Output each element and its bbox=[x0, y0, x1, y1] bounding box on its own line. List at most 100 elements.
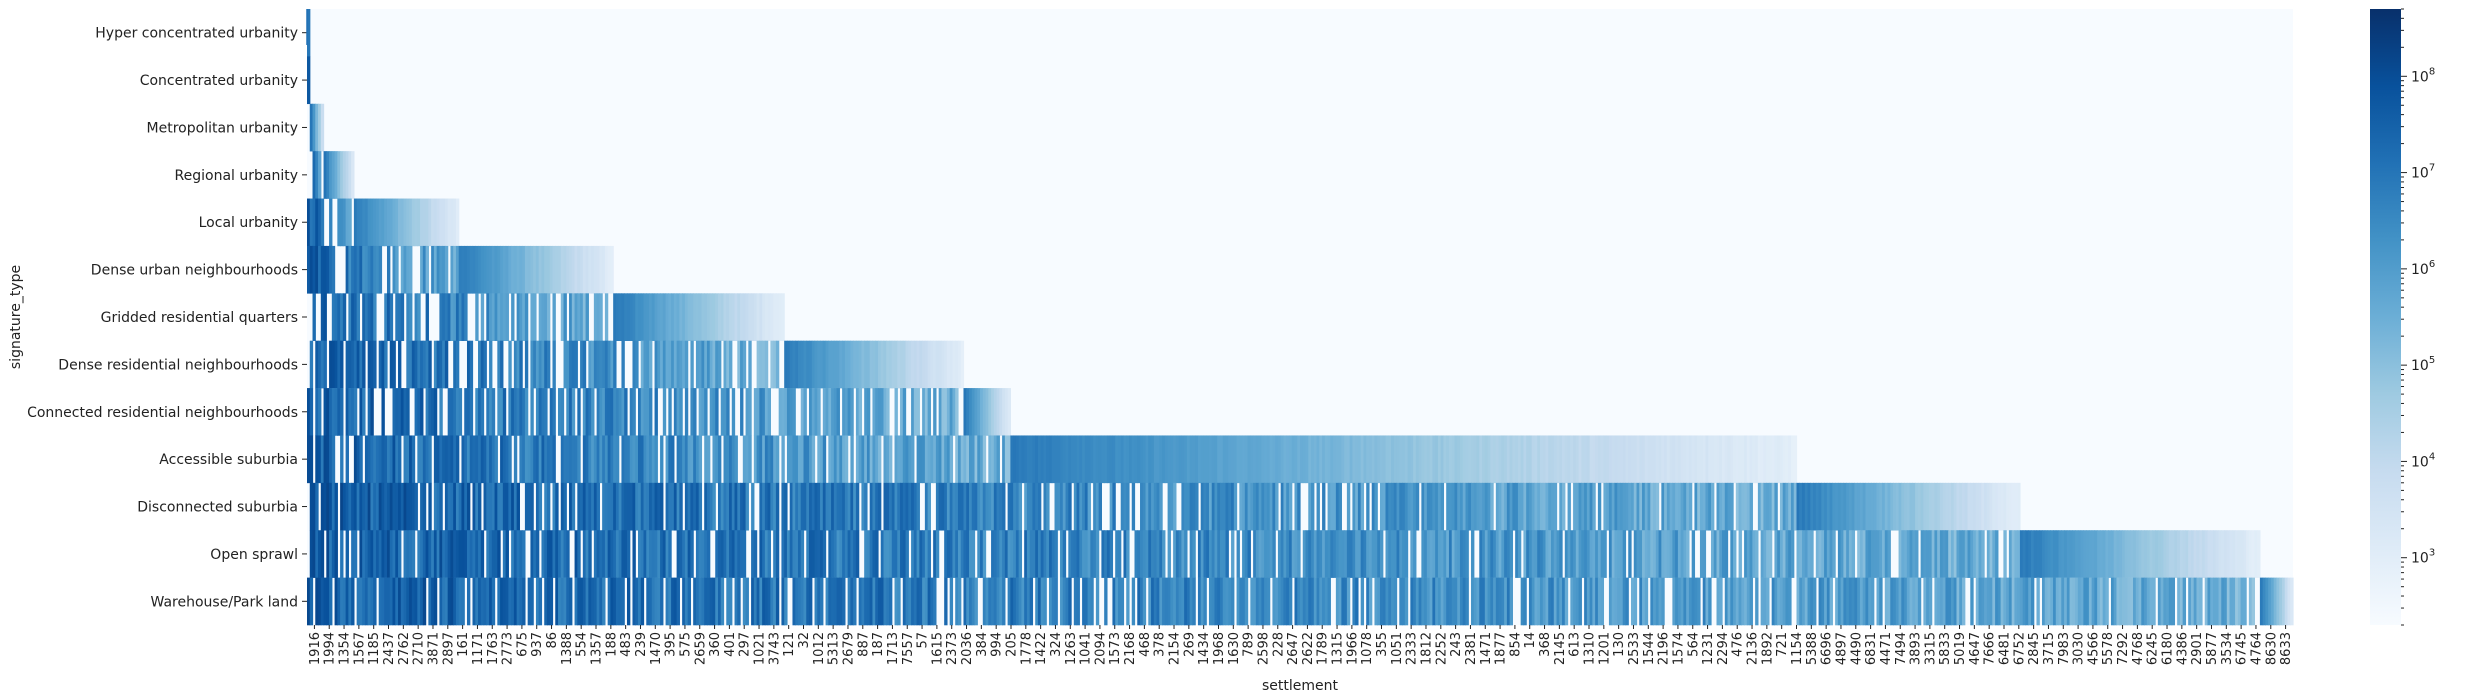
heatmap-cell bbox=[320, 435, 325, 484]
heatmap-cell bbox=[329, 245, 333, 294]
heatmap-cell bbox=[466, 530, 471, 578]
heatmap-cell bbox=[1967, 482, 1971, 531]
row-label: Open sprawl bbox=[210, 547, 298, 563]
heatmap-cell bbox=[1614, 577, 1618, 626]
heatmap-cell bbox=[1029, 482, 1034, 531]
heatmap-cell bbox=[1639, 435, 1643, 484]
heatmap-cell bbox=[1592, 482, 1596, 531]
heatmap-cell bbox=[602, 435, 606, 484]
heatmap-cell bbox=[406, 530, 410, 578]
heatmap-cell bbox=[817, 340, 821, 389]
heatmap-cell bbox=[1233, 435, 1238, 484]
heatmap-cell bbox=[307, 388, 311, 436]
heatmap-cell bbox=[999, 577, 1003, 626]
heatmap-cell bbox=[1619, 435, 1624, 484]
heatmap-cell bbox=[323, 482, 327, 531]
heatmap-cell bbox=[422, 577, 427, 626]
heatmap-cell bbox=[1636, 530, 1640, 578]
column-label: 468 bbox=[1138, 632, 1153, 657]
heatmap-cell bbox=[924, 482, 929, 531]
heatmap-cell bbox=[1443, 577, 1447, 626]
heatmap-cell bbox=[858, 577, 863, 626]
heatmap-cell bbox=[1142, 435, 1147, 484]
heatmap-cell bbox=[599, 435, 603, 484]
heatmap-cell bbox=[1846, 530, 1850, 578]
heatmap-cell bbox=[2168, 577, 2173, 626]
heatmap-cell bbox=[1730, 577, 1734, 626]
heatmap-cell bbox=[643, 388, 647, 436]
heatmap-cell bbox=[1487, 482, 1491, 531]
heatmap-cell bbox=[334, 340, 338, 389]
heatmap-cell bbox=[957, 577, 962, 626]
heatmap-cell bbox=[1846, 482, 1850, 531]
heatmap-cell bbox=[348, 198, 352, 247]
heatmap-cell bbox=[544, 482, 548, 531]
heatmap-cell bbox=[1032, 435, 1036, 484]
heatmap-cell bbox=[1253, 482, 1257, 531]
heatmap-cell bbox=[2097, 577, 2101, 626]
heatmap-cell bbox=[1564, 577, 1569, 626]
heatmap-cell bbox=[334, 482, 338, 531]
heatmap-cell bbox=[1208, 435, 1213, 484]
heatmap-cell bbox=[340, 530, 344, 578]
heatmap-cell bbox=[781, 388, 785, 436]
heatmap-cell bbox=[1123, 530, 1127, 578]
heatmap-cell bbox=[469, 340, 474, 389]
heatmap-cell bbox=[1746, 530, 1751, 578]
heatmap-cell bbox=[712, 388, 716, 436]
row-label: Gridded residential quarters bbox=[101, 310, 298, 326]
heatmap-cell bbox=[1584, 482, 1588, 531]
heatmap-cell bbox=[1741, 577, 1745, 626]
heatmap-cell bbox=[580, 577, 584, 626]
heatmap-cell bbox=[1446, 482, 1450, 531]
heatmap-cell bbox=[2113, 577, 2118, 626]
heatmap-cell bbox=[817, 482, 821, 531]
heatmap-cell bbox=[789, 482, 794, 531]
heatmap-cell bbox=[1691, 435, 1696, 484]
heatmap-cell bbox=[585, 482, 589, 531]
heatmap-cell bbox=[1545, 482, 1549, 531]
heatmap-cell bbox=[2025, 530, 2029, 578]
heatmap-cell bbox=[2102, 577, 2107, 626]
heatmap-cell bbox=[455, 388, 460, 436]
heatmap-cell bbox=[1893, 482, 1897, 531]
heatmap-cell bbox=[1578, 577, 1582, 626]
heatmap-cell bbox=[491, 388, 496, 436]
heatmap-cell bbox=[535, 435, 540, 484]
heatmap-cell bbox=[1942, 530, 1947, 578]
heatmap-cell bbox=[323, 245, 327, 294]
heatmap-cell bbox=[566, 245, 570, 294]
heatmap-cell bbox=[552, 530, 556, 578]
heatmap-cell bbox=[751, 577, 755, 626]
heatmap-cell bbox=[1846, 577, 1850, 626]
heatmap-cell bbox=[1037, 482, 1042, 531]
heatmap-cell bbox=[657, 482, 661, 531]
heatmap-cell bbox=[541, 388, 545, 436]
heatmap-cell bbox=[433, 245, 438, 294]
heatmap-cell bbox=[1159, 435, 1163, 484]
heatmap-cell bbox=[1410, 482, 1414, 531]
heatmap-cell bbox=[1603, 435, 1607, 484]
heatmap-cell bbox=[1203, 577, 1207, 626]
heatmap-cell bbox=[695, 482, 700, 531]
heatmap-cell bbox=[563, 435, 567, 484]
heatmap-cell bbox=[535, 577, 540, 626]
heatmap-cell bbox=[1517, 530, 1522, 578]
heatmap-cell bbox=[1531, 482, 1536, 531]
heatmap-cell bbox=[1242, 530, 1246, 578]
heatmap-cell bbox=[1109, 435, 1114, 484]
heatmap-cell bbox=[1796, 482, 1800, 531]
heatmap-cell bbox=[345, 340, 349, 389]
heatmap-cell bbox=[524, 340, 529, 389]
column-label: 1422 bbox=[1034, 632, 1049, 665]
heatmap-cell bbox=[720, 530, 725, 578]
heatmap-cell bbox=[916, 577, 920, 626]
heatmap-cell bbox=[1915, 577, 1919, 626]
heatmap-cell bbox=[740, 530, 744, 578]
heatmap-cell bbox=[571, 482, 576, 531]
heatmap-cell bbox=[342, 198, 347, 247]
heatmap-cell bbox=[1906, 530, 1911, 578]
heatmap-cell bbox=[1013, 577, 1017, 626]
heatmap-cell bbox=[1975, 482, 1980, 531]
heatmap-cell bbox=[422, 435, 427, 484]
